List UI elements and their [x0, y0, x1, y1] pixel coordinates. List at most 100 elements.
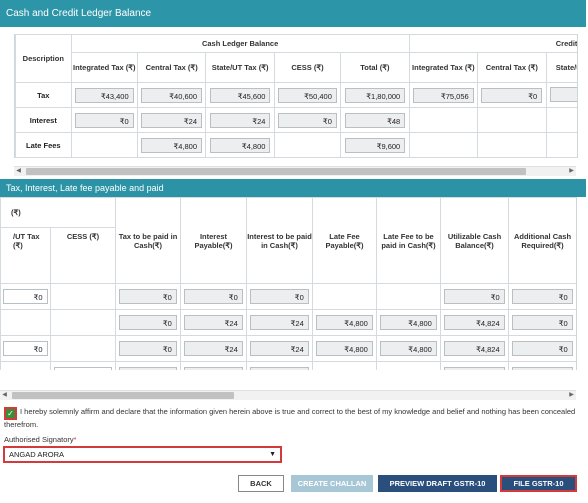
value-field: ₹4,800: [209, 137, 271, 153]
col-header: Total (₹): [340, 52, 410, 83]
scroll-left-icon[interactable]: ◀: [2, 392, 7, 398]
value-field: ₹0: [74, 112, 134, 128]
table-row: Interest ₹0 ₹24 ₹24 ₹0 ₹48: [15, 107, 577, 133]
col-header: Additional Cash Required(₹): [508, 197, 576, 284]
value-field: ₹24: [184, 315, 243, 330]
value-field: ₹4,800: [380, 315, 437, 330]
value-field: ₹0: [512, 315, 573, 330]
value-field: ₹0: [444, 289, 505, 304]
value-field: ₹24: [250, 341, 309, 356]
value-field: ₹48: [344, 112, 406, 128]
required-mark: *: [73, 435, 77, 444]
value-field: ₹0: [119, 315, 177, 330]
col-header: CESS (₹): [273, 52, 342, 83]
value-field: ₹0: [250, 367, 309, 370]
cash-input[interactable]: ₹0: [3, 341, 48, 356]
col-header: CESS (₹): [50, 227, 116, 284]
scroll-right-icon[interactable]: ▶: [569, 392, 574, 398]
value-field: ₹24: [209, 112, 271, 128]
col-header: Integrated Tax (₹): [408, 52, 479, 83]
col-header: Central Tax (₹): [136, 52, 207, 83]
value-field: ₹24: [141, 112, 202, 128]
payable-table: (₹) Tax to be paid in Cash(₹) Interest P…: [0, 197, 576, 370]
col-header: State/UT T (₹): [545, 52, 577, 83]
value-field: ₹9,600: [344, 137, 406, 153]
ledger-panel-title: Cash and Credit Ledger Balance: [6, 8, 152, 19]
table-row: Tax ₹43,400 ₹40,600 ₹45,600 ₹50,400 ₹1,8…: [15, 82, 577, 108]
value-field: ₹1,80,000: [344, 87, 406, 103]
row-label: Tax: [15, 82, 72, 108]
declaration-checkbox[interactable]: ✓: [4, 407, 17, 420]
scroll-thumb[interactable]: [12, 392, 234, 399]
col-header: Integrated Tax (₹): [70, 52, 138, 83]
payable-panel-title: Tax, Interest, Late fee payable and paid: [6, 183, 164, 193]
table-row: ₹0 ₹24 ₹24 ₹4,800 ₹4,800 ₹4,824 ₹0: [0, 309, 576, 336]
ledger-table: Description Cash Ledger Balance Credit L…: [15, 34, 577, 158]
value-field: ₹4,824: [444, 341, 505, 356]
file-gstr-button[interactable]: FILE GSTR-10: [500, 475, 577, 492]
col-header: Interest Payable(₹): [180, 197, 247, 284]
value-field: ₹24: [184, 341, 243, 356]
row-label: Interest: [15, 107, 72, 133]
col-header: Utilizable Cash Balance(₹): [440, 197, 509, 284]
col-header: /UT Tax (₹): [0, 227, 51, 284]
cash-input[interactable]: ₹0: [3, 289, 48, 304]
value-field: ₹50,400: [278, 87, 337, 103]
payable-table-container: (₹) Tax to be paid in Cash(₹) Interest P…: [0, 197, 577, 370]
value-field: ₹0: [278, 112, 337, 128]
table-row: ₹0 ₹0 ₹24 ₹24 ₹4,800 ₹4,800 ₹4,824 ₹0: [0, 335, 576, 362]
col-header: Tax to be paid in Cash(₹): [115, 197, 181, 284]
value-field: ₹0: [512, 367, 573, 370]
back-button[interactable]: BACK: [238, 475, 284, 492]
value-field: ₹4,800: [380, 341, 437, 356]
col-header: Late Fee Payable(₹): [312, 197, 377, 284]
value-field: ₹43,400: [74, 87, 134, 103]
value-field: ₹0: [119, 289, 177, 304]
value-field: ₹0: [481, 87, 543, 103]
value-field: ₹24: [250, 315, 309, 330]
value-field: ₹4,800: [316, 315, 373, 330]
col-header: Late Fee to be paid in Cash(₹): [376, 197, 441, 284]
col-header: Central Tax (₹): [477, 52, 547, 83]
declaration: ✓ I hereby solemnly affirm and declare th…: [4, 407, 584, 430]
partial-header: (₹): [0, 197, 116, 228]
value-field: ₹0: [119, 341, 177, 356]
description-header: Description: [15, 34, 72, 83]
ledger-panel-header: Cash and Credit Ledger Balance: [0, 0, 586, 27]
value-field: ₹0: [119, 367, 177, 370]
signatory-label: Authorised Signatory*: [4, 435, 77, 444]
value-field: ₹0: [184, 367, 243, 370]
table-row: ₹0 ₹0 ₹0 ₹0 ₹0 ₹0: [0, 361, 576, 370]
table-row: Late Fees ₹4,800 ₹4,800 ₹9,600: [15, 132, 577, 158]
payable-panel-header: Tax, Interest, Late fee payable and paid: [0, 179, 586, 197]
credit-ledger-header: Credit Ledger B: [408, 34, 577, 53]
scroll-left-icon[interactable]: ◀: [16, 168, 21, 174]
value-field: ₹0: [250, 289, 309, 304]
value-field: ₹75,056: [412, 87, 474, 103]
scroll-thumb[interactable]: [26, 168, 526, 175]
col-header: State/UT Tax (₹): [205, 52, 275, 83]
value-field: [549, 86, 577, 102]
create-challan-button[interactable]: CREATE CHALLAN: [291, 475, 373, 492]
value-field: ₹0: [512, 341, 573, 356]
value-field: ₹0: [184, 289, 243, 304]
value-field: ₹0: [512, 289, 573, 304]
payable-horizontal-scrollbar[interactable]: ◀ ▶: [0, 390, 576, 400]
signatory-label-text: Authorised Signatory: [4, 435, 74, 444]
ledger-table-container: Description Cash Ledger Balance Credit L…: [14, 34, 578, 158]
scroll-right-icon[interactable]: ▶: [569, 168, 574, 174]
cess-cash-input[interactable]: ₹0: [54, 367, 112, 370]
row-label: Late Fees: [15, 132, 72, 158]
table-row: ₹0 ₹0 ₹0 ₹0 ₹0 ₹0: [0, 283, 576, 310]
value-field: ₹40,600: [141, 87, 202, 103]
signatory-select[interactable]: ANGAD ARORA ▼: [3, 446, 282, 463]
value-field: ₹4,824: [444, 315, 505, 330]
declaration-text: I hereby solemnly affirm and declare tha…: [4, 407, 576, 429]
preview-draft-button[interactable]: PREVIEW DRAFT GSTR-10: [378, 475, 497, 492]
value-field: ₹4,800: [316, 341, 373, 356]
cash-ledger-header: Cash Ledger Balance: [70, 34, 410, 53]
ledger-horizontal-scrollbar[interactable]: ◀ ▶: [14, 166, 576, 176]
value-field: ₹45,600: [209, 87, 271, 103]
value-field: ₹4,800: [141, 137, 202, 153]
signatory-value: ANGAD ARORA: [9, 450, 65, 459]
